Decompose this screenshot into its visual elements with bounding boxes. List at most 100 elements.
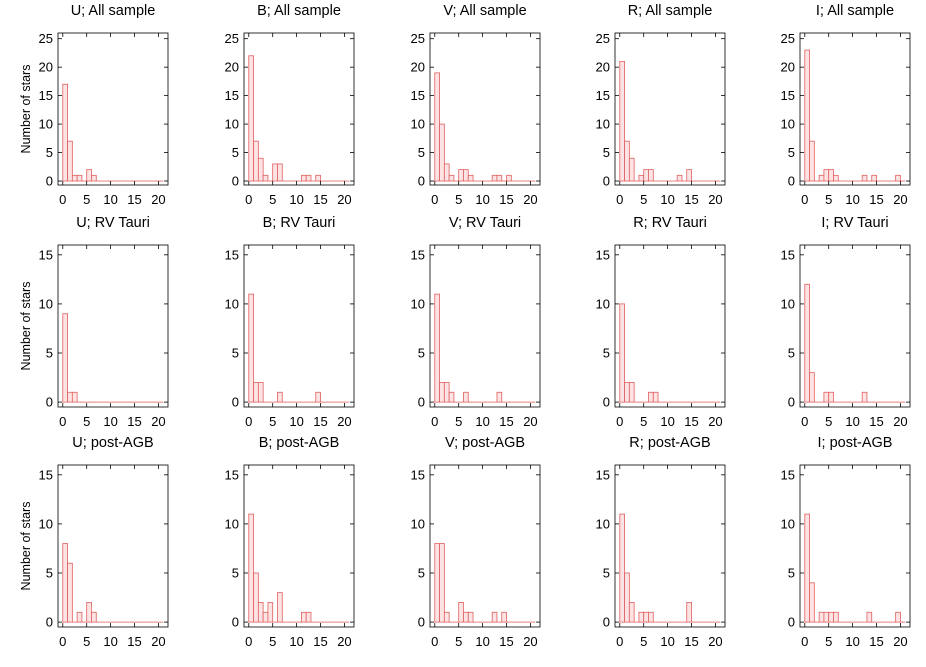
plot-frame [429,32,541,186]
y-tick-label: 0 [418,174,425,189]
x-tick-label: 0 [801,192,808,207]
y-tick-label: 25 [596,31,610,46]
x-tick-label: 20 [708,192,722,207]
histogram-bar [506,174,512,182]
x-tick-label: 5 [640,192,647,207]
x-tick-label: 10 [289,634,303,649]
y-tick-label: 25 [781,31,795,46]
y-tick-label: 0 [788,395,795,410]
y-tick-label: 15 [781,247,795,262]
x-tick-label: 5 [455,414,462,429]
panel-title: B; All sample [257,3,341,19]
histogram-bar [434,293,440,403]
histogram-bar [463,611,469,623]
histogram-bar [628,382,635,403]
x-tick-label: 15 [869,192,883,207]
histogram-bar [628,602,635,623]
y-tick-label: 15 [225,247,239,262]
plot-frame [243,244,355,408]
histogram-bar [823,611,830,623]
histogram-bar [248,55,254,182]
plot-frame [429,464,541,628]
x-tick-label: 5 [455,634,462,649]
x-tick-label: 0 [245,192,252,207]
x-tick-label: 20 [893,634,907,649]
x-tick-label: 5 [825,192,832,207]
x-tick-label: 5 [269,634,276,649]
x-tick-label: 20 [523,634,537,649]
y-tick-label: 10 [596,516,610,531]
y-tick-label: 10 [411,516,425,531]
y-tick-label: 0 [418,395,425,410]
y-tick-label: 15 [596,88,610,103]
y-tick-label: 0 [232,174,239,189]
panel-title: V; post-AGB [445,435,525,451]
y-tick-label: 15 [225,467,239,482]
x-tick-label: 5 [455,192,462,207]
y-tick-label: 5 [603,145,610,160]
histogram-panel: 0 5 10 15 20 0 5 10 15 20 25 R; All sample [596,3,726,207]
histogram-bar [496,391,503,403]
x-tick-label: 10 [660,192,674,207]
y-tick-label: 5 [46,566,53,581]
histogram-bar [866,611,873,623]
x-tick-label: 10 [103,192,117,207]
x-tick-label: 5 [640,414,647,429]
histogram-bar [823,391,830,403]
x-tick-label: 0 [245,414,252,429]
x-tick-label: 0 [616,414,623,429]
x-tick-label: 15 [684,192,698,207]
panel-title: U; RV Tauri [76,215,150,231]
histogram-bar [861,174,868,182]
x-tick-label: 15 [499,414,513,429]
histogram-bar [619,303,625,403]
histogram-bar [262,611,269,623]
x-tick-label: 0 [245,634,252,649]
x-tick-label: 20 [151,192,165,207]
histogram-bar [467,611,474,623]
x-tick-label: 15 [499,192,513,207]
y-tick-label: 10 [225,516,239,531]
histogram-panel: 0 5 10 15 20 0 5 10 15 U; RV Tauri Number of stars [19,215,169,429]
x-tick-label: 0 [616,192,623,207]
x-tick-label: 5 [83,634,90,649]
y-tick-label: 0 [46,174,53,189]
x-tick-label: 20 [523,192,537,207]
histogram-bar [443,163,450,182]
x-tick-label: 15 [313,192,327,207]
histogram-bar [91,174,97,182]
y-tick-label: 20 [781,60,795,75]
histogram-bar [809,140,815,182]
x-tick-label: 5 [83,192,90,207]
x-tick-label: 15 [127,634,141,649]
x-tick-label: 10 [845,192,859,207]
histogram-bar [439,382,445,403]
histogram-bar [257,602,264,623]
panel-title: B; RV Tauri [263,215,336,231]
histogram-panel: 0 5 10 15 20 0 5 10 15 20 25 V; All sample [411,3,541,207]
histogram-bar [448,174,455,182]
panel-title: U; post-AGB [72,435,153,451]
histogram-bar [833,174,839,182]
x-tick-label: 10 [289,192,303,207]
histogram-bar [305,611,312,623]
x-tick-label: 15 [869,414,883,429]
panel-title: U; All sample [71,3,156,19]
x-tick-label: 10 [475,414,489,429]
x-tick-label: 20 [337,634,351,649]
y-axis-label: Number of stars [19,282,33,371]
x-tick-label: 10 [475,192,489,207]
x-tick-label: 20 [151,414,165,429]
y-tick-label: 15 [596,247,610,262]
histogram-bar [262,174,269,182]
histogram-bar [648,611,654,623]
histogram-bar [253,140,259,182]
y-tick-label: 5 [788,145,795,160]
y-tick-label: 15 [39,247,53,262]
histogram-bar [300,611,307,623]
panel-title: V; RV Tauri [449,215,521,231]
histogram-bar [305,174,312,182]
x-tick-label: 0 [431,634,438,649]
histogram-bar [501,611,507,623]
